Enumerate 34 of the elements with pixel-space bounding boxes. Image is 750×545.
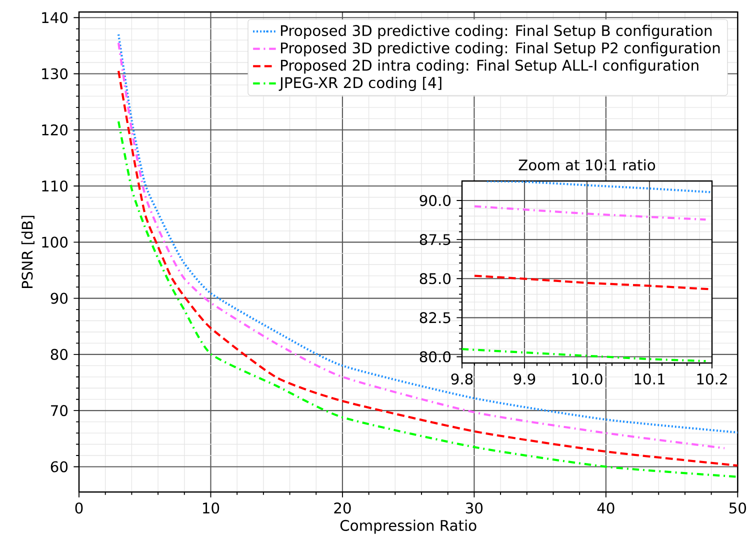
- y-tick-label: 90: [50, 292, 68, 304]
- x-tick-label: 40: [597, 502, 614, 514]
- x-tick-label: 9.8: [451, 373, 473, 385]
- line-series: [117, 120, 738, 478]
- x-tick-label: 10.0: [572, 373, 602, 385]
- y-tick-label: 140: [42, 12, 68, 24]
- legend-label: Proposed 3D predictive coding: Final Setup P2 configuration: [281, 42, 720, 56]
- y-tick-label: 60: [50, 461, 68, 472]
- x-tick-label: 10.1: [634, 373, 664, 385]
- y-tick-label: 130: [42, 68, 68, 80]
- y-tick-label: 100: [42, 236, 68, 248]
- line-series: [462, 348, 707, 362]
- legend-label: Proposed 2D intra coding: Final Setup ALL-I configuration: [281, 59, 698, 74]
- y-tick-label: 70: [51, 405, 68, 416]
- x-axis-title: Compression Ratio: [340, 520, 476, 534]
- y-tick-label: 82.5: [420, 312, 450, 324]
- x-tick-label: 10: [203, 502, 220, 514]
- chart-title: Zoom at 10:1 ratio: [518, 159, 656, 170]
- y-tick-label: 80: [50, 348, 68, 360]
- legend-label: JPEG-XR 2D coding [4]: [278, 76, 442, 92]
- line-series: [473, 205, 707, 221]
- y-axis-title: PSNR [dB]: [21, 216, 34, 288]
- x-tick-label: 9.9: [514, 373, 536, 385]
- x-tick-label: 10.2: [697, 373, 727, 385]
- y-tick-label: 85.0: [420, 273, 451, 284]
- x-tick-label: 50: [729, 502, 746, 514]
- x-tick-label: 20: [334, 502, 351, 514]
- y-tick-label: 110: [42, 180, 68, 192]
- line-series: [486, 180, 712, 194]
- x-tick-label: 0: [75, 502, 83, 514]
- legend-label: Proposed 3D predictive coding: Final Setup B configuration: [281, 24, 712, 39]
- y-tick-label: 90.0: [420, 194, 451, 206]
- y-tick-label: 120: [42, 124, 68, 136]
- x-tick-label: 30: [466, 502, 483, 514]
